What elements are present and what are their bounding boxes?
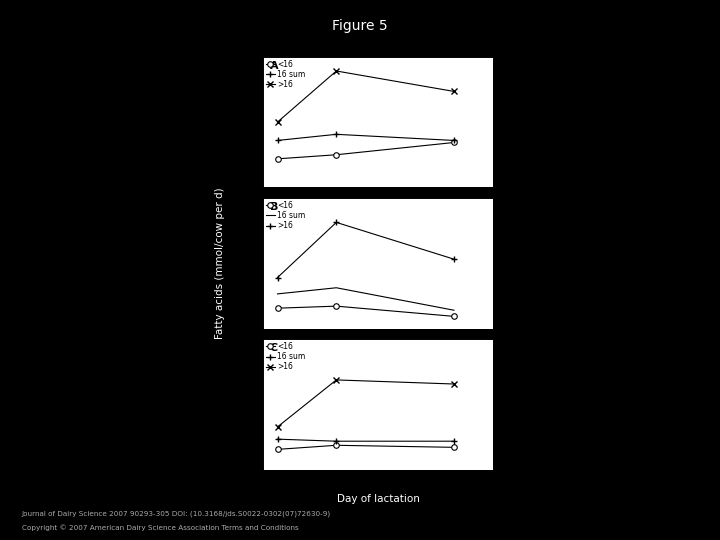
Legend: <16, 16 sum, >16: <16, 16 sum, >16 [265, 200, 306, 231]
Text: Day of lactation: Day of lactation [336, 495, 420, 504]
Text: A: A [270, 60, 279, 71]
Text: Copyright © 2007 American Dairy Science Association Terms and Conditions: Copyright © 2007 American Dairy Science … [22, 525, 298, 531]
Text: B: B [270, 202, 278, 212]
Text: Figure 5: Figure 5 [332, 19, 388, 33]
Text: Journal of Dairy Science 2007 90293-305 DOI: (10.3168/jds.S0022-0302(07)72630-9): Journal of Dairy Science 2007 90293-305 … [22, 511, 330, 517]
Legend: <16, 16 sum, >16: <16, 16 sum, >16 [265, 59, 306, 90]
Legend: <16, 16 sum, >16: <16, 16 sum, >16 [265, 341, 306, 372]
Text: Fatty acids (mmol/cow per d): Fatty acids (mmol/cow per d) [215, 188, 225, 339]
Text: C: C [270, 343, 278, 353]
